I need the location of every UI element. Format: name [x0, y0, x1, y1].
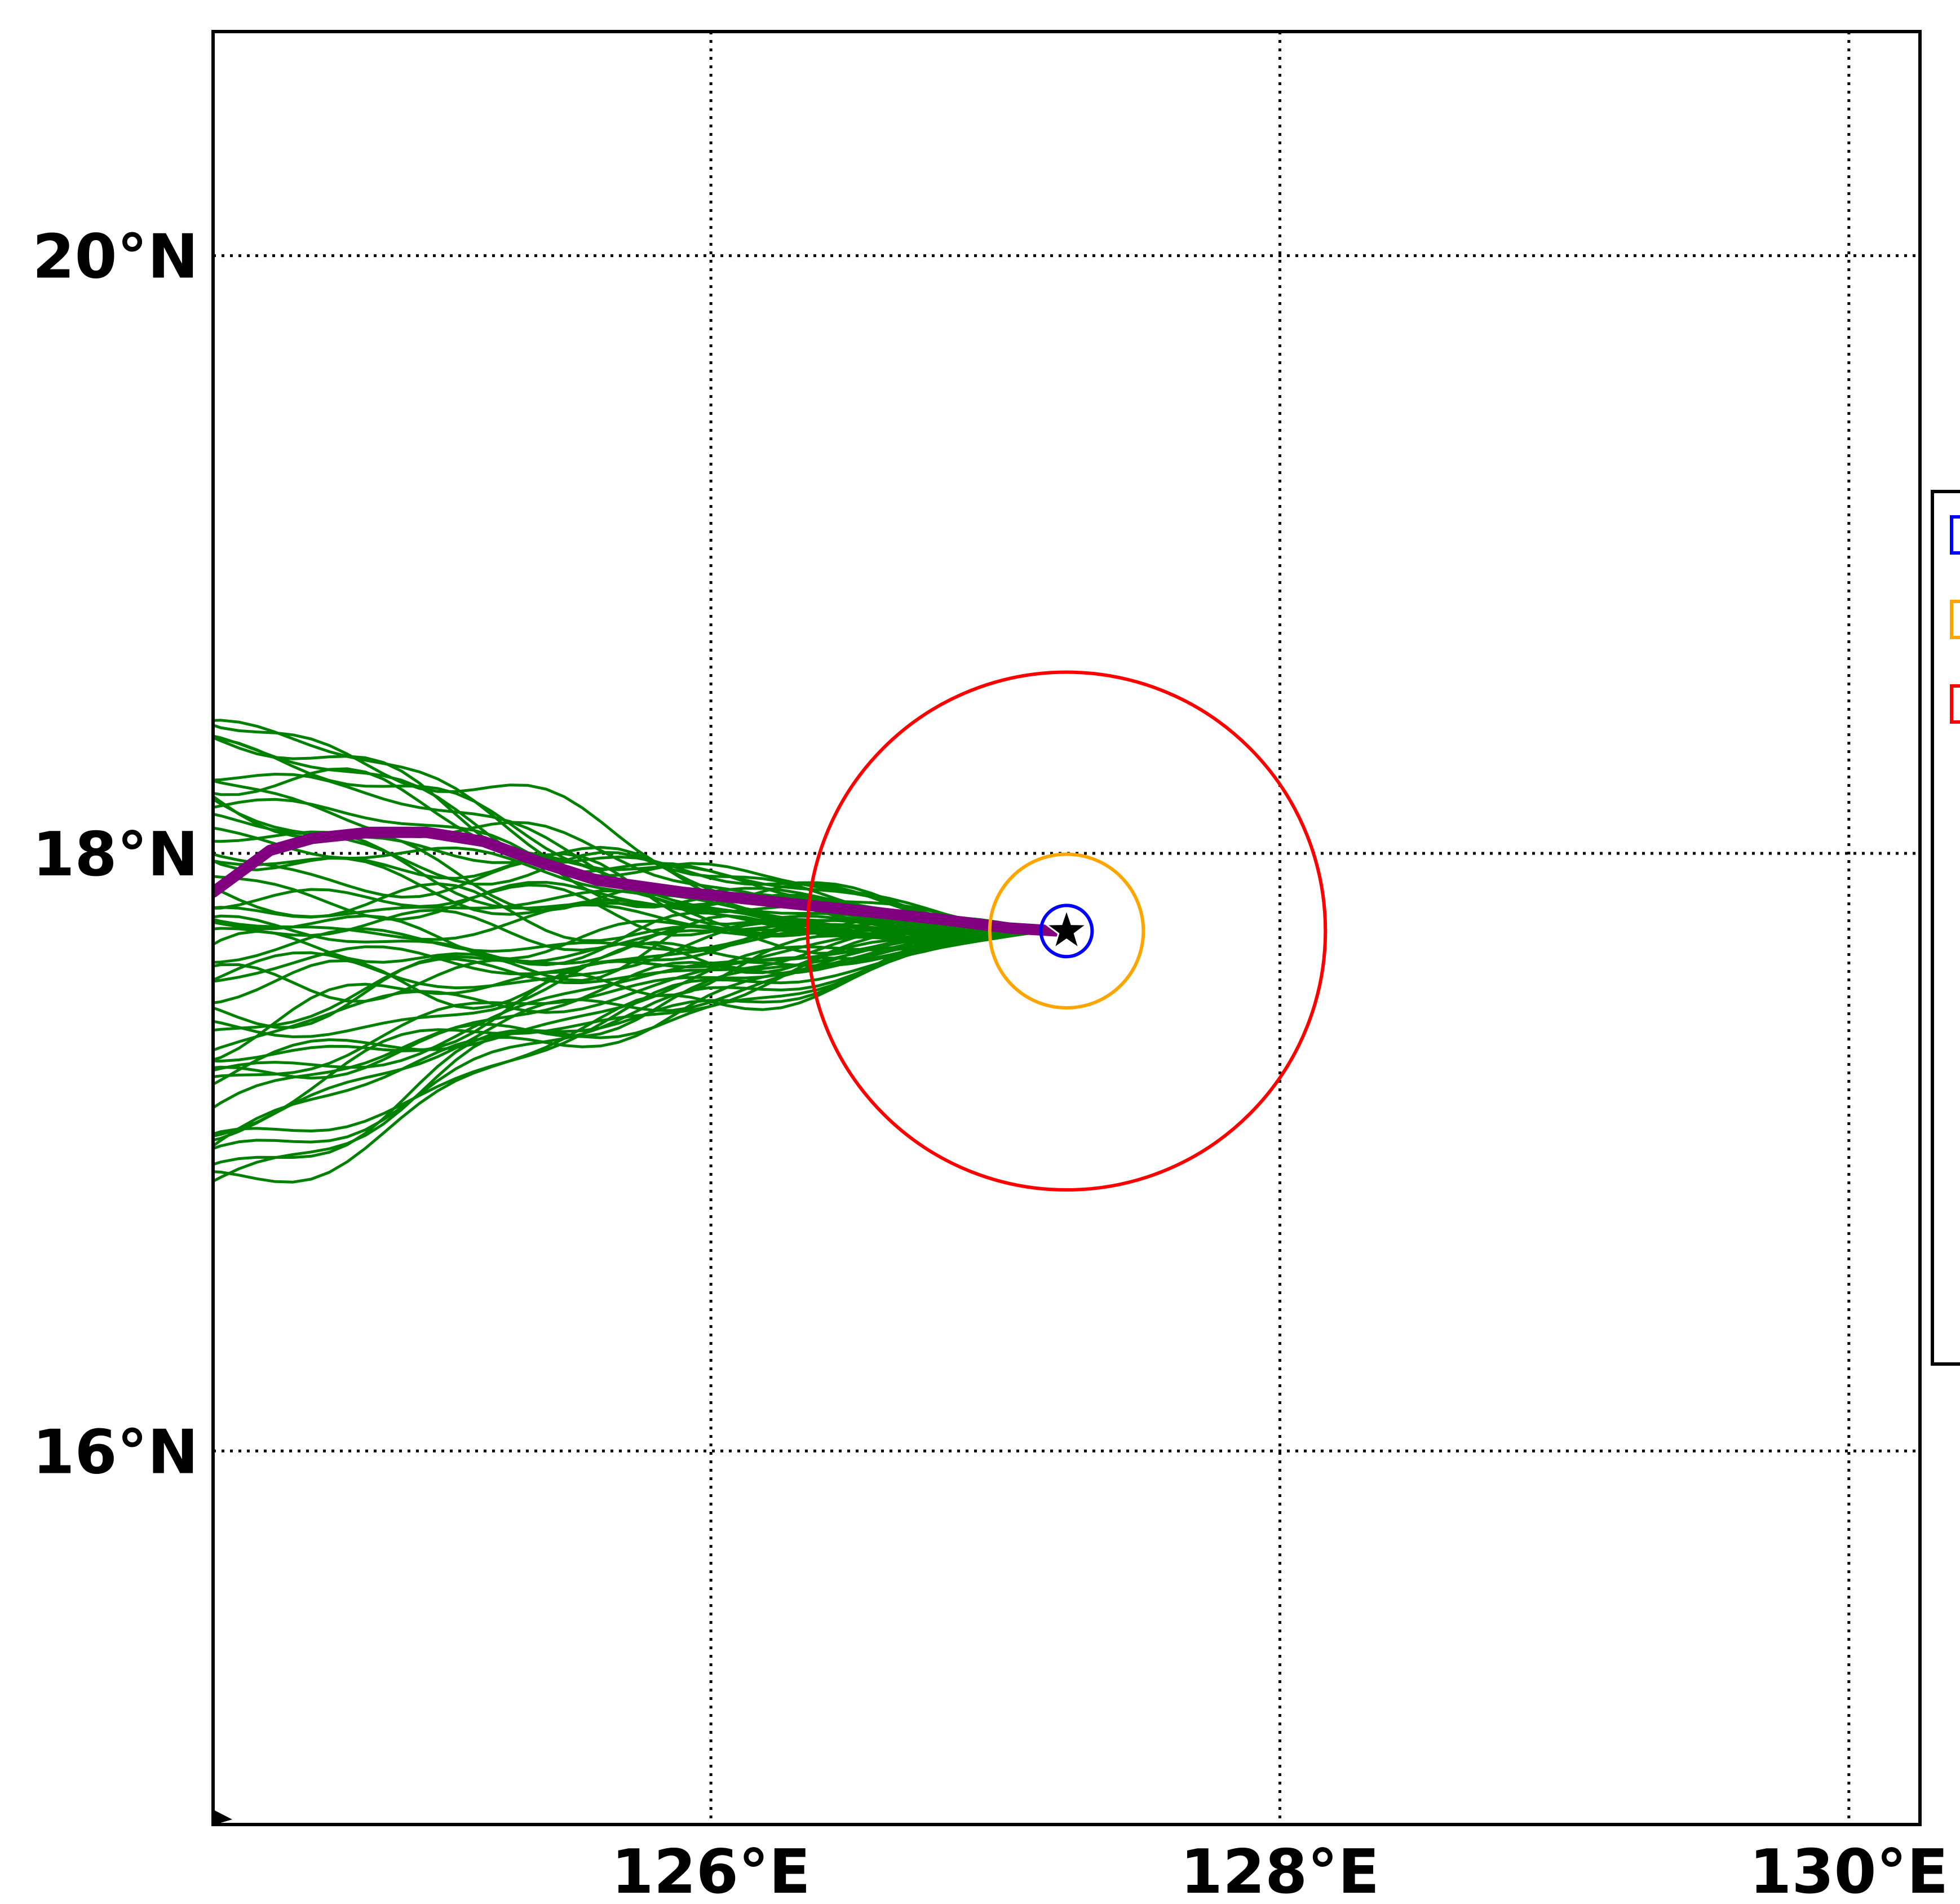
ensemble-track	[213, 736, 1052, 933]
ensemble-track	[213, 929, 1052, 1038]
lat-tick-label-18: 18°N	[32, 820, 198, 890]
lat-tick-label-20: 20°N	[32, 222, 198, 293]
tick-labels: 126°E 128°E 130°E 20°N 18°N 16°N	[32, 222, 1948, 1904]
lon-tick-label-126: 126°E	[612, 1837, 811, 1904]
ensemble-track	[213, 719, 1052, 933]
blue-ring	[1039, 904, 1094, 959]
mean-track-group	[213, 826, 1064, 937]
legend-swatch-2	[1950, 600, 1960, 639]
storm-center-star-icon	[1043, 907, 1090, 951]
lat-tick-label-16: 16°N	[32, 1417, 198, 1487]
ensemble-tracks	[213, 719, 1053, 1184]
lon-tick-label-128: 128°E	[1180, 1837, 1379, 1904]
legend-swatch-1	[1950, 515, 1960, 555]
ensemble-track	[213, 929, 1053, 1148]
lon-tick-label-130: 130°E	[1749, 1837, 1948, 1904]
ensemble-track	[213, 924, 1052, 1003]
legend-frame	[1931, 490, 1960, 1366]
ensemble-track	[213, 875, 1052, 939]
orange-ring	[988, 852, 1145, 1010]
mean-track	[213, 826, 1064, 937]
legend-swatch-3	[1950, 684, 1960, 724]
map-corner-marker-icon	[215, 1810, 232, 1825]
legend-box	[1931, 490, 1960, 1366]
ensemble-track	[213, 929, 1052, 1072]
red-ring	[806, 670, 1328, 1192]
plot-frame	[211, 30, 1922, 1826]
uncertainty-rings	[806, 670, 1328, 1192]
ensemble-track	[213, 904, 1052, 941]
ensemble-track	[213, 929, 1053, 1086]
